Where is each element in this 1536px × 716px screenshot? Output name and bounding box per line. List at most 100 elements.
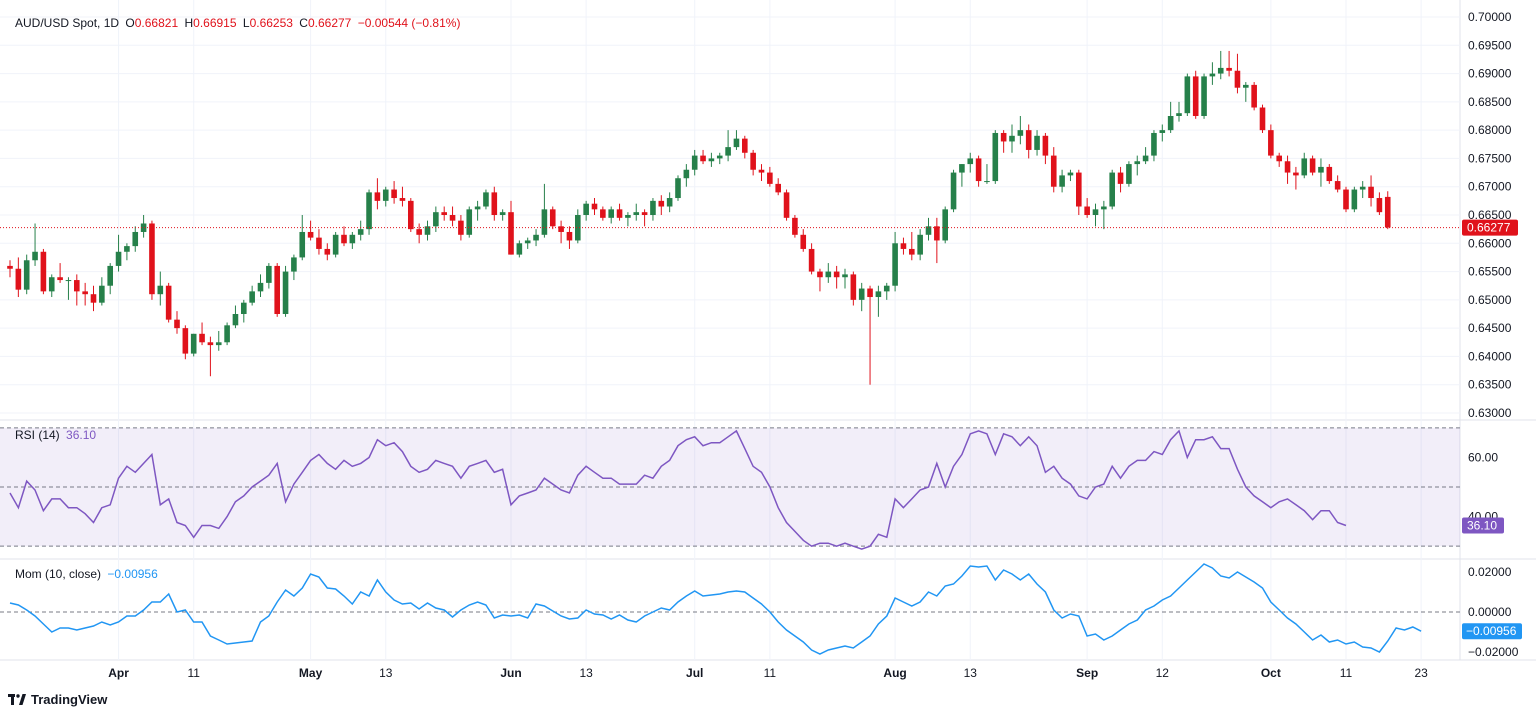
- candle-body: [792, 217, 798, 235]
- candle-body: [1334, 181, 1341, 190]
- time-tick-label: 13: [964, 666, 978, 680]
- candle-body: [1176, 113, 1182, 116]
- rsi-line: [9, 429, 1347, 550]
- candle-body: [1326, 166, 1333, 182]
- candle-body: [1184, 76, 1191, 114]
- candle-body: [1251, 84, 1257, 108]
- candle-body: [382, 189, 389, 201]
- candle-body: [99, 285, 105, 303]
- candle-body: [1134, 161, 1141, 165]
- low-value: L0.66253: [243, 16, 293, 30]
- candle-body: [1192, 76, 1199, 116]
- candle-body: [124, 246, 130, 252]
- candle-body: [666, 198, 673, 207]
- candle-body: [1368, 186, 1374, 199]
- candle-body: [7, 265, 13, 269]
- candle-body: [1159, 130, 1166, 133]
- candle-body: [433, 212, 439, 227]
- candle-body: [708, 158, 715, 162]
- candle-body: [975, 158, 982, 182]
- symbol-label: AUD/USD Spot, 1D: [15, 16, 120, 30]
- rsi-value-label: 36.10: [1467, 518, 1497, 532]
- tradingview-brand[interactable]: TradingView: [8, 692, 107, 707]
- candle-body: [959, 164, 965, 173]
- candle-body: [483, 192, 489, 207]
- time-tick-label: 11: [764, 666, 777, 680]
- candle-body: [424, 226, 431, 235]
- candle-body: [1359, 186, 1366, 190]
- candle-body: [1201, 76, 1207, 116]
- candle-body: [399, 198, 406, 201]
- mom-line: [9, 563, 1422, 655]
- candle-body: [541, 209, 548, 235]
- value-labels: 0.66277: [0, 219, 1518, 236]
- price-tick-label: 0.65000: [1468, 293, 1512, 307]
- open-number: 0.66821: [134, 16, 179, 30]
- candle-body: [658, 200, 665, 207]
- candle-body: [733, 138, 740, 148]
- candle-body: [140, 223, 147, 232]
- mom-legend-label: Mom (10, close): [15, 567, 102, 581]
- candle-body: [1017, 130, 1024, 136]
- rsi-legend-value: 36.10: [66, 428, 97, 442]
- candle-body: [32, 251, 38, 261]
- candle-body: [950, 172, 957, 210]
- candle-body: [1142, 155, 1149, 162]
- candle-body: [132, 231, 139, 247]
- candle-body: [182, 328, 189, 354]
- price-tick-label: 0.69500: [1468, 38, 1512, 52]
- price-axis: 0.70000 0.69500 0.69000 0.68500 0.68000 0.675…: [1468, 10, 1512, 420]
- candle-body: [149, 223, 155, 295]
- candle-body: [374, 192, 381, 201]
- candle-body: [1092, 209, 1099, 215]
- rsi-value-badge: [1462, 517, 1504, 534]
- mom-legend: Mom (10, close) −0.00956: [15, 567, 161, 581]
- candle-body: [825, 271, 832, 278]
- candle-body: [842, 274, 848, 278]
- candle-body: [324, 248, 331, 255]
- candle-body: [1243, 84, 1249, 88]
- mom-tick-label: 0.00000: [1468, 605, 1512, 619]
- candle-body: [533, 234, 539, 241]
- candle-body: [616, 209, 623, 218]
- candle-body: [1067, 172, 1074, 176]
- candle-body: [1293, 172, 1299, 176]
- candle-body: [1126, 164, 1132, 184]
- candle-body: [925, 226, 932, 235]
- candle-body: [224, 325, 230, 343]
- rsi-legend: RSI (14) 36.10: [15, 428, 99, 442]
- candle-body: [1268, 130, 1274, 156]
- candle-body: [90, 294, 97, 303]
- candle-body: [257, 282, 264, 292]
- candle-body: [683, 169, 690, 179]
- candle-body: [291, 257, 297, 272]
- high-label: H: [184, 16, 194, 30]
- close-value: C0.66277: [299, 16, 351, 30]
- high-value: H0.66915: [184, 16, 236, 30]
- candle-body: [833, 271, 840, 278]
- candle-body: [274, 265, 280, 314]
- candle-body: [1050, 155, 1057, 187]
- candle-body: [942, 209, 948, 241]
- candle-body: [441, 212, 447, 215]
- price-tick-label: 0.66500: [1468, 208, 1512, 222]
- candle-body: [1059, 175, 1065, 187]
- candle-body: [466, 209, 473, 235]
- low-number: 0.66253: [249, 16, 293, 30]
- candle-body: [316, 237, 322, 249]
- candle-body: [357, 229, 364, 235]
- candle-body: [107, 265, 113, 286]
- candle-body: [215, 342, 222, 346]
- candle-body: [65, 280, 72, 282]
- mom-tick-label: 0.02000: [1468, 565, 1512, 579]
- candle-body: [307, 231, 314, 238]
- candle-body: [1076, 172, 1082, 207]
- candle-body: [967, 158, 974, 165]
- time-tick-label: Jul: [686, 666, 703, 680]
- candle-body: [1109, 172, 1115, 207]
- candle-body: [867, 288, 873, 298]
- momentum-panel: 0.02000 0.00000 −0.02000 −0.00956: [0, 563, 1522, 659]
- candle-body: [341, 234, 347, 244]
- candle-body: [783, 192, 790, 218]
